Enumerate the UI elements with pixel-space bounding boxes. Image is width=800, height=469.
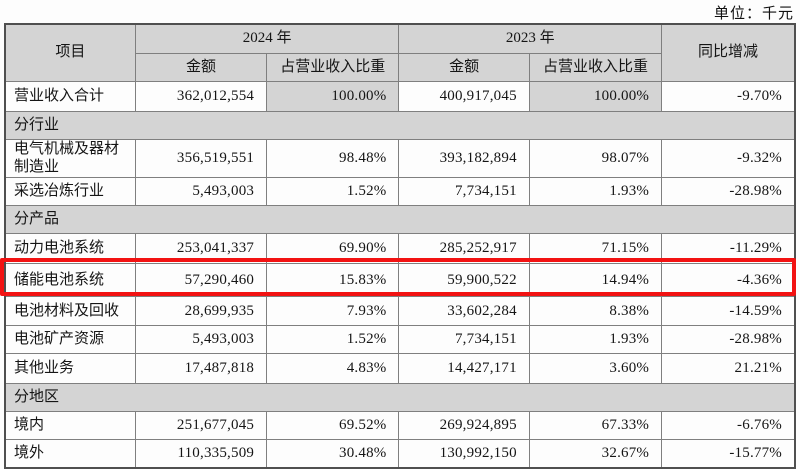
amount-2023-cell: 400,917,045 [398, 80, 530, 112]
row-label-cell: 境内 [4, 411, 136, 440]
ratio-2024-cell: 69.90% [266, 233, 400, 264]
amount-2023-cell: 14,427,171 [398, 353, 530, 384]
amount-2023-cell: 393,182,894 [398, 138, 530, 178]
ratio-2023-cell: 8.38% [528, 296, 663, 326]
yoy-change-cell: -14.59% [661, 296, 796, 326]
table-row: 采选冶炼行业 5,493,003 1.52% 7,734,151 1.93% -28.98… [4, 177, 796, 206]
row-label-cell: 电池材料及回收 [4, 296, 136, 326]
ratio-2024-cell: 1.52% [266, 325, 400, 354]
ratio-2023-cell: 1.93% [528, 325, 663, 354]
amount-2023-cell: 33,602,284 [398, 296, 530, 326]
header-yoy-change: 同比增减 [661, 23, 796, 82]
section-row: 分地区 [4, 383, 796, 412]
amount-2024-cell: 57,290,460 [134, 263, 268, 297]
row-label-cell: 储能电池系统 [4, 263, 136, 297]
ratio-2023-cell: 100.00% [528, 80, 663, 112]
table-row: 电池材料及回收 28,699,935 7.93% 33,602,284 8.38% -14… [4, 296, 796, 326]
header-year-2023: 2023 年 [398, 23, 663, 54]
section-row: 分产品 [4, 205, 796, 234]
ratio-2023-cell: 98.07% [528, 138, 663, 178]
amount-2024-cell: 356,519,551 [134, 138, 268, 178]
amount-2024-cell: 28,699,935 [134, 296, 268, 326]
section-row: 分行业 [4, 110, 796, 140]
table-row: 境外 110,335,509 30.48% 130,992,150 32.67% -15.… [4, 439, 796, 468]
yoy-change-cell: 21.21% [661, 353, 796, 384]
row-label-cell: 其他业务 [4, 353, 136, 384]
amount-2024-cell: 110,335,509 [134, 439, 268, 468]
amount-2023-cell: 269,924,895 [398, 411, 530, 440]
ratio-2023-cell: 32.67% [528, 439, 663, 468]
ratio-2024-cell: 98.48% [266, 138, 400, 178]
ratio-2023-cell: 71.15% [528, 233, 663, 264]
ratio-2024-cell: 1.52% [266, 177, 400, 206]
yoy-change-cell: -9.70% [661, 80, 796, 112]
table-row: 电池矿产资源 5,493,003 1.52% 7,734,151 1.93% -28.98… [4, 325, 796, 354]
yoy-change-cell: -28.98% [661, 177, 796, 206]
ratio-2023-cell: 3.60% [528, 353, 663, 384]
yoy-change-cell: -15.77% [661, 439, 796, 468]
amount-2024-cell: 17,487,818 [134, 353, 268, 384]
amount-2024-cell: 5,493,003 [134, 325, 268, 354]
amount-2023-cell: 7,734,151 [398, 177, 530, 206]
ratio-2023-cell: 14.94% [528, 263, 663, 297]
row-label-cell: 动力电池系统 [4, 233, 136, 264]
ratio-2024-cell: 4.83% [266, 353, 400, 384]
ratio-2024-cell: 69.52% [266, 411, 400, 440]
header-ratio-2023: 占营业收入比重 [528, 52, 663, 82]
ratio-2023-cell: 67.33% [528, 411, 663, 440]
yoy-change-cell: -4.36% [661, 263, 796, 297]
amount-2023-cell: 285,252,917 [398, 233, 530, 264]
row-label-cell: 电气机械及器材制造业 [4, 138, 136, 178]
amount-2024-cell: 251,677,045 [134, 411, 268, 440]
table-row: 动力电池系统 253,041,337 69.90% 285,252,917 71.15%… [4, 233, 796, 264]
table-row: 营业收入合计 362,012,554 100.00% 400,917,045 100.0… [4, 80, 796, 112]
amount-2024-cell: 362,012,554 [134, 80, 268, 112]
ratio-2023-cell: 1.93% [528, 177, 663, 206]
table-row-highlighted: 储能电池系统 57,290,460 15.83% 59,900,522 14.94% -4… [4, 263, 796, 297]
amount-2023-cell: 59,900,522 [398, 263, 530, 297]
yoy-change-cell: -9.32% [661, 138, 796, 178]
table-header: 项目 2024 年 2023 年 同比增减 金额 占营业收入比重 金额 占营业收… [4, 23, 796, 82]
amount-2023-cell: 130,992,150 [398, 439, 530, 468]
row-label-cell: 电池矿产资源 [4, 325, 136, 354]
ratio-2024-cell: 15.83% [266, 263, 400, 297]
row-label-cell: 境外 [4, 439, 136, 468]
amount-2024-cell: 5,493,003 [134, 177, 268, 206]
row-label-cell: 采选冶炼行业 [4, 177, 136, 206]
table-row: 电气机械及器材制造业 356,519,551 98.48% 393,182,894 98… [4, 138, 796, 178]
yoy-change-cell: -11.29% [661, 233, 796, 264]
revenue-breakdown-table: 项目 2024 年 2023 年 同比增减 金额 占营业收入比重 金额 占营业收… [4, 23, 796, 469]
header-amount-2024: 金额 [134, 52, 268, 82]
header-ratio-2024: 占营业收入比重 [266, 52, 400, 82]
table-body: 营业收入合计 362,012,554 100.00% 400,917,045 100.0… [4, 80, 796, 468]
section-label: 分行业 [4, 110, 796, 140]
ratio-2024-cell: 100.00% [266, 80, 400, 112]
yoy-change-cell: -6.76% [661, 411, 796, 440]
yoy-change-cell: -28.98% [661, 325, 796, 354]
table-row: 境内 251,677,045 69.52% 269,924,895 67.33% -6.7… [4, 411, 796, 440]
section-label: 分产品 [4, 205, 796, 234]
ratio-2024-cell: 7.93% [266, 296, 400, 326]
unit-label: 单位：千元 [713, 6, 794, 22]
amount-2023-cell: 7,734,151 [398, 325, 530, 354]
header-year-2024: 2024 年 [134, 23, 400, 54]
section-label: 分地区 [4, 383, 796, 412]
amount-2024-cell: 253,041,337 [134, 233, 268, 264]
ratio-2024-cell: 30.48% [266, 439, 400, 468]
row-label-cell: 营业收入合计 [4, 80, 136, 112]
header-amount-2023: 金额 [398, 52, 530, 82]
table-row: 其他业务 17,487,818 4.83% 14,427,171 3.60% 21.21% [4, 353, 796, 384]
header-item: 项目 [4, 23, 136, 82]
